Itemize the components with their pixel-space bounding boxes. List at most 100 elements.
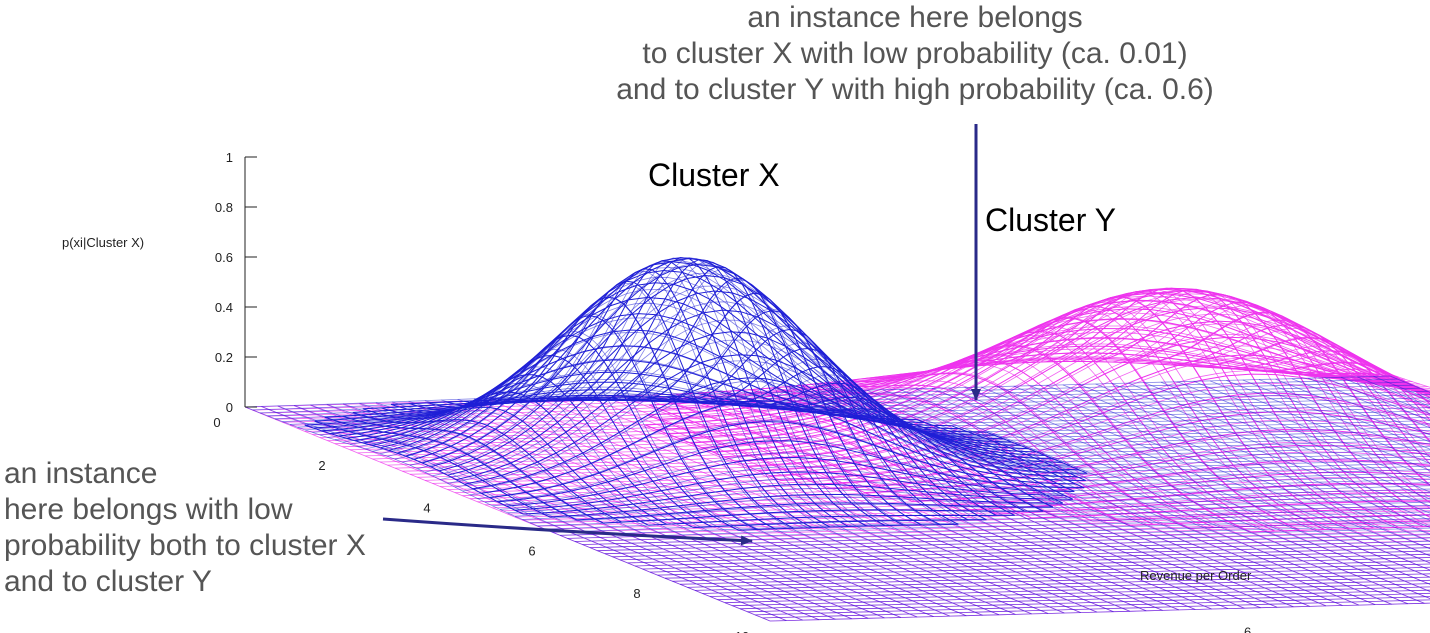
z-tick-label: 0 [226, 400, 233, 415]
mesh-line [700, 392, 996, 515]
mesh-line [472, 377, 1078, 490]
mesh-line [1193, 336, 1430, 443]
mesh-line [1258, 379, 1430, 450]
mesh-line [1195, 337, 1430, 442]
mesh-line [445, 314, 757, 530]
mesh-line [314, 420, 551, 518]
mesh-line [833, 390, 1360, 606]
mesh-line [261, 406, 787, 621]
mesh-line [1242, 379, 1430, 457]
mesh-line [610, 292, 922, 526]
mesh-line [1013, 291, 1430, 557]
z-tick-label: 1 [226, 150, 233, 165]
mesh-line [409, 354, 712, 528]
mesh-line [997, 386, 1430, 564]
x-tick-label: 10 [735, 629, 749, 633]
mesh-line [1120, 301, 1430, 504]
mesh-line [1259, 368, 1430, 399]
y-tick-label: 6 [1244, 625, 1251, 633]
z-tick-label: 0.4 [215, 300, 233, 315]
mesh-line [1318, 372, 1430, 394]
mesh-line [972, 305, 1325, 530]
surface-mesh [244, 257, 1430, 622]
cluster-y-label: Cluster Y [985, 202, 1116, 238]
mesh-line [304, 424, 524, 515]
mesh-line [427, 334, 739, 531]
annotation-line: and to cluster Y with high probability (… [616, 73, 1214, 106]
annotation-line: to cluster X with low probability (ca. 0… [642, 37, 1188, 70]
mesh-line [646, 414, 829, 490]
mesh-line [850, 390, 1376, 605]
mesh-line [1368, 373, 1430, 393]
mesh-line [686, 374, 1212, 610]
mesh-line [647, 328, 959, 525]
mesh-line [326, 403, 852, 620]
z-axis-label: p(xi|Cluster X) [62, 235, 144, 250]
x-tick-label: 8 [633, 586, 640, 601]
mesh-line [1029, 289, 1430, 550]
mesh-line [1193, 380, 1430, 479]
mesh-line [1079, 290, 1430, 527]
mesh-line [1128, 382, 1430, 507]
mesh-line [828, 411, 1430, 490]
x-tick-label: 6 [528, 543, 535, 558]
mesh-line [380, 391, 667, 525]
mesh-line [1170, 324, 1430, 465]
mesh-line [1013, 385, 1430, 557]
y-tick-label: 8 [1015, 631, 1022, 633]
mesh-line [324, 416, 577, 521]
mesh-line [964, 387, 1430, 578]
mesh-line [537, 257, 849, 527]
z-tick-label: 0.2 [215, 350, 233, 365]
x-tick-label: 0 [213, 415, 220, 430]
mesh-line [1095, 383, 1430, 521]
mesh-line [523, 257, 1049, 614]
mesh-line [1062, 288, 1430, 535]
mesh-line [1291, 378, 1430, 436]
mesh-line [899, 388, 1425, 604]
mesh-line [916, 418, 1085, 489]
mesh-line [1210, 345, 1430, 429]
mesh-line [539, 257, 1065, 614]
mesh-line [915, 388, 1430, 599]
mesh-line [1144, 382, 1430, 500]
mesh-line [362, 406, 649, 526]
mesh-line [464, 296, 776, 530]
mesh-line [702, 388, 1229, 609]
annotation-line: an instance here belongs [747, 1, 1083, 34]
mesh-line [670, 358, 1196, 610]
mesh-line [866, 389, 1392, 605]
mesh-line [424, 330, 951, 617]
mesh-line [951, 425, 1086, 481]
mesh-line [592, 277, 904, 526]
mesh-line [637, 325, 1163, 611]
mesh-line [621, 308, 1147, 612]
mesh-line [1244, 362, 1430, 405]
mesh-line [827, 406, 1064, 504]
mesh-line [1079, 384, 1430, 528]
annotation-line: and to cluster Y [4, 565, 212, 598]
annotation-high-probability: an instance here belongs to cluster X wi… [520, 0, 1310, 108]
mesh-line [1209, 380, 1430, 471]
annotation-line: here belongs with low [4, 493, 293, 526]
mesh-line [555, 260, 1081, 613]
mesh-line [1275, 378, 1430, 443]
mesh-line [948, 387, 1430, 585]
annotation-line: an instance [4, 457, 158, 490]
mesh-line [728, 396, 1015, 516]
mesh-line [519, 260, 831, 528]
mesh-line [1308, 377, 1430, 429]
annotation-arrows [382, 124, 981, 546]
mesh-line [931, 388, 1430, 592]
mesh-line [889, 415, 1075, 492]
mesh-line [490, 270, 1016, 615]
y-axis-label: Revenue per Order [1140, 568, 1252, 583]
mesh-line [571, 268, 1098, 613]
annotation-low-probability: an instance here belongs with low probab… [4, 456, 366, 600]
mesh-line [1294, 371, 1430, 393]
z-tick-label: 0.6 [215, 250, 233, 265]
mesh-line [506, 457, 1075, 507]
mesh-line [1029, 385, 1430, 550]
mesh-line [441, 313, 967, 617]
